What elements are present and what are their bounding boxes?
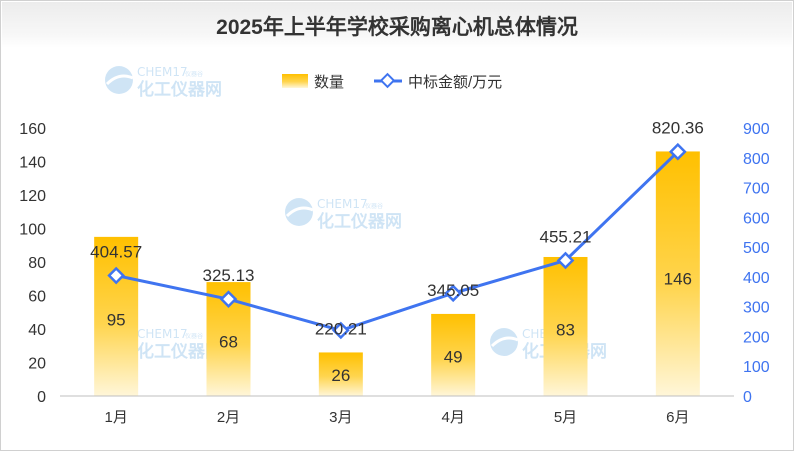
bar-4 xyxy=(431,313,476,396)
y-right-tick-label: 0 xyxy=(743,389,752,406)
legend-label-line: 中标金额/万元 xyxy=(408,74,502,91)
y-right-tick-label: 500 xyxy=(743,240,770,257)
watermark-globe-icon xyxy=(490,328,518,356)
y-left-tick-label: 40 xyxy=(28,322,46,339)
line-value-label: 220.21 xyxy=(315,319,367,338)
chart-title: 2025年上半年学校采购离心机总体情况 xyxy=(216,16,578,39)
y-left-tick-label: 100 xyxy=(19,222,46,239)
x-tick-label: 5月 xyxy=(554,409,577,426)
line-value-label: 404.57 xyxy=(90,243,142,262)
bar-6 xyxy=(655,151,700,396)
watermark-swoosh xyxy=(285,206,314,218)
title-band xyxy=(2,2,792,48)
line-point-4 xyxy=(444,284,463,303)
watermark-layer: CHEM17仪器谷化工仪器网CHEM17仪器谷化工仪器网CHEM17仪器谷化工仪… xyxy=(105,65,607,362)
line-point-2 xyxy=(219,290,238,309)
legend: 数量 中标金额/万元 xyxy=(282,72,502,91)
watermark-name: 化工仪器网 xyxy=(137,79,222,100)
y-left-tick-label: 80 xyxy=(28,255,46,272)
line-value-label: 325.13 xyxy=(203,266,255,285)
watermark-tagline: 仪器谷 xyxy=(185,332,203,340)
labels-layer: 95 68 26 49 83 146 404.57 325.13 220.21 345.05 455… xyxy=(90,119,704,385)
line-value-label: 345.05 xyxy=(427,281,479,300)
x-tick-label: 1月 xyxy=(104,409,127,426)
watermark-tagline: 仪器谷 xyxy=(185,70,203,78)
legend-label-bar: 数量 xyxy=(314,74,344,91)
y-right-tick-label: 600 xyxy=(743,210,770,227)
y-right-tick-label: 900 xyxy=(743,121,770,138)
y-right-tick-label: 800 xyxy=(743,151,770,168)
x-tick-label: 3月 xyxy=(329,409,352,426)
watermark-brand: CHEM17 xyxy=(137,65,188,79)
watermark-tagline: 仪器谷 xyxy=(365,202,383,210)
y-right-tick-label: 200 xyxy=(743,329,770,346)
x-tick-label: 4月 xyxy=(441,409,464,426)
line-point-6 xyxy=(668,142,687,161)
bar-5 xyxy=(543,256,588,396)
y-left-tick-label: 60 xyxy=(28,289,46,306)
y-right-tick-label: 100 xyxy=(743,359,770,376)
bar-value-label: 68 xyxy=(219,332,238,351)
bar-value-label: 83 xyxy=(556,320,575,339)
bar-1 xyxy=(94,236,139,396)
watermark-globe-icon xyxy=(105,66,133,94)
y-right-tick-label: 700 xyxy=(743,181,770,198)
line-layer xyxy=(107,142,687,340)
line-value-label: 820.36 xyxy=(652,119,704,138)
bar-value-label: 26 xyxy=(331,366,350,385)
bar-value-label: 146 xyxy=(664,270,692,289)
watermark-name: 化工仪器网 xyxy=(317,211,402,232)
bar-3 xyxy=(318,352,363,396)
line-value-label: 455.21 xyxy=(540,227,592,246)
bar-value-label: 95 xyxy=(107,311,126,330)
y-right-tick-label: 300 xyxy=(743,300,770,317)
watermark-globe-icon xyxy=(285,198,313,226)
line-point-1 xyxy=(107,266,126,285)
watermark-name: 化工仪器网 xyxy=(137,341,222,362)
y-left-tick-label: 120 xyxy=(19,188,46,205)
y-left-tick-label: 160 xyxy=(19,121,46,138)
line-series-path xyxy=(115,150,679,332)
watermark-swoosh xyxy=(490,336,519,348)
y-left-tick-label: 0 xyxy=(37,389,46,406)
bar-value-label: 49 xyxy=(444,348,463,367)
line-point-3 xyxy=(331,321,350,340)
line-point-5 xyxy=(556,251,575,270)
watermark-brand: CHEM17 xyxy=(317,197,368,211)
watermark-swoosh xyxy=(105,74,134,86)
x-tick-label: 6月 xyxy=(666,409,689,426)
watermark-brand: CHEM17 xyxy=(137,327,188,341)
y-left-tick-label: 140 xyxy=(19,155,46,172)
legend-swatch-bar xyxy=(282,74,308,88)
axes-layer: 0 20 40 60 80 100 120 140 160 0 100 200 300 400 500 600… xyxy=(19,121,770,426)
y-left-tick-label: 20 xyxy=(28,356,46,373)
legend-marker-line xyxy=(379,72,396,89)
y-right-tick-label: 400 xyxy=(743,270,770,287)
x-tick-label: 2月 xyxy=(217,409,240,426)
